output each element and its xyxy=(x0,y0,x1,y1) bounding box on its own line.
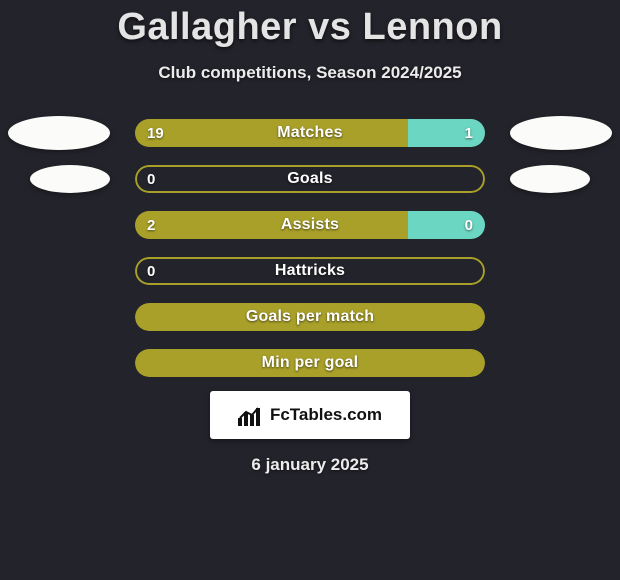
page-subtitle: Club competitions, Season 2024/2025 xyxy=(158,63,461,83)
stat-rows: 191Matches 0Goals 20Assists 0Hattricks Goals… xyxy=(0,119,620,377)
stat-bar: 191Matches xyxy=(135,119,485,147)
stat-row: Goals per match xyxy=(0,303,620,331)
infographic-root: Gallagher vs Lennon Club competitions, S… xyxy=(0,0,620,580)
stat-row: 0Hattricks xyxy=(0,257,620,285)
stat-label: Matches xyxy=(135,119,485,147)
stat-label: Goals per match xyxy=(135,303,485,331)
stat-row: 191Matches xyxy=(0,119,620,147)
fctables-logo-icon xyxy=(238,404,264,426)
stat-row: Min per goal xyxy=(0,349,620,377)
stat-label: Goals xyxy=(135,165,485,193)
stat-bar: 20Assists xyxy=(135,211,485,239)
stat-label: Hattricks xyxy=(135,257,485,285)
stat-row: 0Goals xyxy=(0,165,620,193)
player-avatar-left xyxy=(8,116,110,150)
stat-bar: 0Hattricks xyxy=(135,257,485,285)
footer-badge: FcTables.com xyxy=(210,391,410,439)
stat-label: Min per goal xyxy=(135,349,485,377)
stat-label: Assists xyxy=(135,211,485,239)
stat-bar: 0Goals xyxy=(135,165,485,193)
club-avatar-left xyxy=(30,165,110,193)
stat-row: 20Assists xyxy=(0,211,620,239)
player-avatar-right xyxy=(510,116,612,150)
stat-bar: Min per goal xyxy=(135,349,485,377)
footer-text: FcTables.com xyxy=(270,405,382,425)
club-avatar-right xyxy=(510,165,590,193)
infographic-date: 6 january 2025 xyxy=(251,455,368,475)
stat-bar: Goals per match xyxy=(135,303,485,331)
page-title: Gallagher vs Lennon xyxy=(117,6,502,49)
